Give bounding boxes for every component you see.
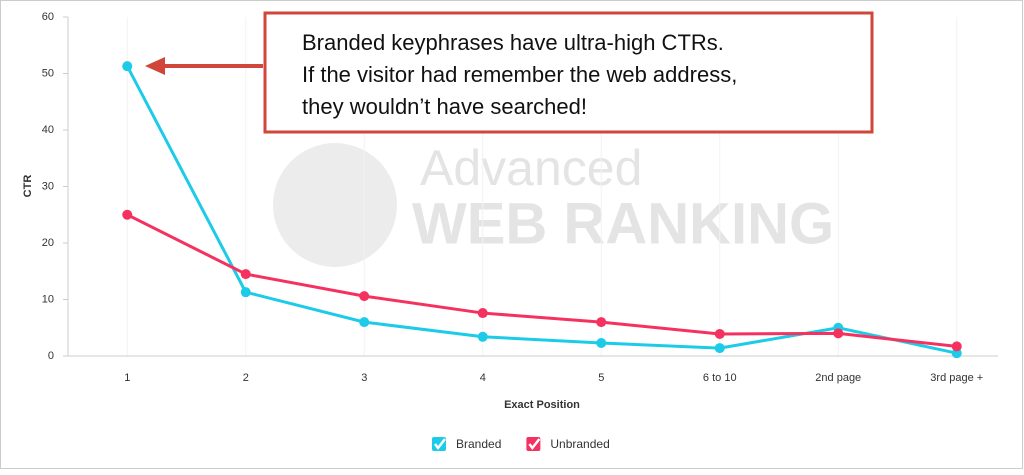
x-tick-label: 3	[361, 372, 367, 384]
x-tick-label: 5	[598, 372, 604, 384]
legend-label[interactable]: Branded	[456, 437, 501, 451]
plot: 0 10 20 30 40 50 60 1 2 3 4 5 6 to 10 2nd page 3rd pag…	[42, 11, 998, 384]
watermark-text: WEB RANKING	[412, 191, 834, 256]
point	[477, 331, 488, 342]
watermark-globe	[273, 143, 397, 267]
x-tick-label: 2nd page	[815, 372, 861, 384]
series-line	[125, 65, 958, 355]
y-tick-label: 30	[42, 180, 54, 192]
point	[477, 308, 488, 319]
watermark-text: Advanced	[420, 140, 642, 196]
annotation-text: they wouldn’t have searched!	[302, 94, 587, 119]
point	[240, 269, 251, 280]
x-axis-label: Exact Position	[504, 399, 580, 411]
point	[714, 343, 725, 354]
y-tick-label: 40	[42, 124, 54, 136]
legend: Branded Unbranded	[432, 437, 610, 451]
y-tick-label: 10	[42, 293, 54, 305]
x-tick-label: 4	[480, 372, 486, 384]
y-tick-label: 20	[42, 237, 54, 249]
point	[951, 341, 962, 352]
x-tick-label: 2	[243, 372, 249, 384]
legend-item[interactable]: Branded	[432, 437, 501, 451]
legend-check	[528, 438, 541, 451]
point	[596, 338, 607, 349]
y-tick-label: 50	[42, 67, 54, 79]
series-line	[126, 213, 957, 348]
point	[833, 328, 844, 339]
legend-label[interactable]: Unbranded	[550, 437, 609, 451]
point	[122, 209, 133, 220]
y-tick-label: 60	[42, 11, 54, 23]
point	[240, 287, 251, 298]
point	[359, 291, 370, 302]
annotation-text: If the visitor had remember the web addr…	[302, 62, 737, 87]
point	[596, 317, 607, 328]
point	[359, 317, 370, 328]
legend-item[interactable]: Unbranded	[526, 437, 610, 451]
annotation: Branded keyphrases have ultra-high CTRs.…	[145, 11, 874, 134]
y-tick-label: 0	[48, 350, 54, 362]
annotation-box	[263, 11, 874, 134]
annotation-text: Branded keyphrases have ultra-high CTRs.	[302, 30, 724, 55]
x-tick-label: 6 to 10	[703, 372, 737, 384]
x-tick-label: 1	[124, 372, 130, 384]
annotation-arrowhead	[145, 57, 165, 75]
legend-check	[434, 438, 446, 451]
y-axis-label: CTR	[22, 175, 34, 198]
point	[122, 61, 133, 72]
x-tick-label: 3rd page +	[930, 372, 983, 384]
point	[714, 328, 725, 339]
